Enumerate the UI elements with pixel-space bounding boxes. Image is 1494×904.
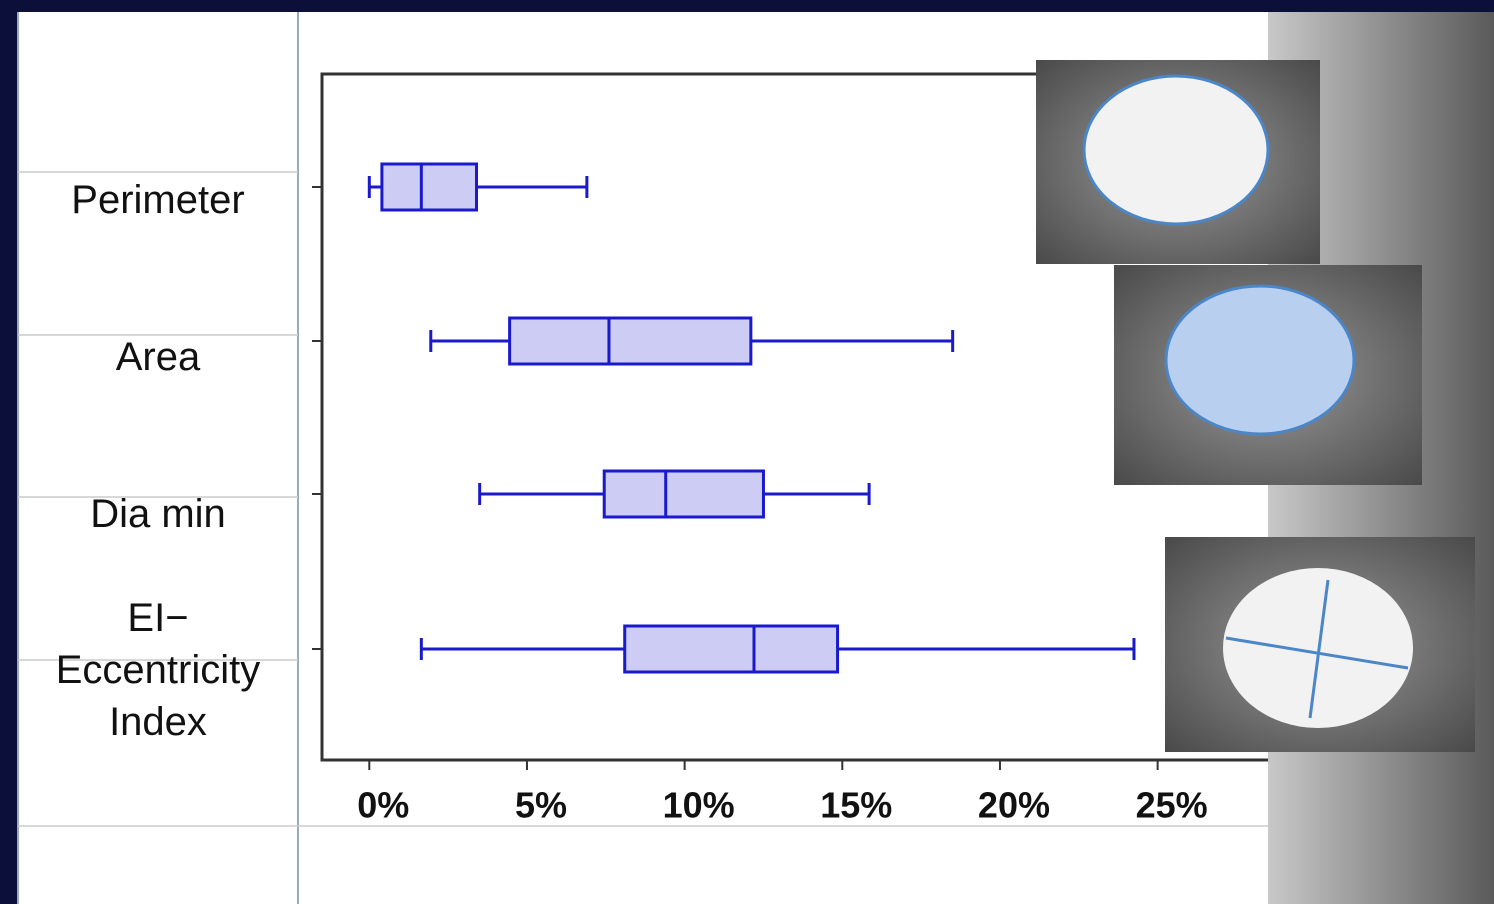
box <box>382 164 477 210</box>
slide: 0% 5% 10% 15% 20% 25% Perimeter Area Dia min EI−… <box>0 0 1494 904</box>
category-label: Area <box>18 331 298 383</box>
box <box>510 318 751 364</box>
chart: 0% 5% 10% 15% 20% 25% <box>0 0 1494 904</box>
x-tick-label: 20% <box>978 785 1050 826</box>
x-tick-label: 5% <box>515 785 567 826</box>
category-label: EI− Eccentricity Index <box>28 592 288 748</box>
box <box>625 626 838 672</box>
category-label: Perimeter <box>18 174 298 226</box>
category-label: Dia min <box>18 488 298 540</box>
box <box>604 471 763 517</box>
x-tick-label: 15% <box>820 785 892 826</box>
x-tick-label: 0% <box>357 785 409 826</box>
x-tick-label: 10% <box>663 785 735 826</box>
x-tick-label: 25% <box>1136 785 1208 826</box>
